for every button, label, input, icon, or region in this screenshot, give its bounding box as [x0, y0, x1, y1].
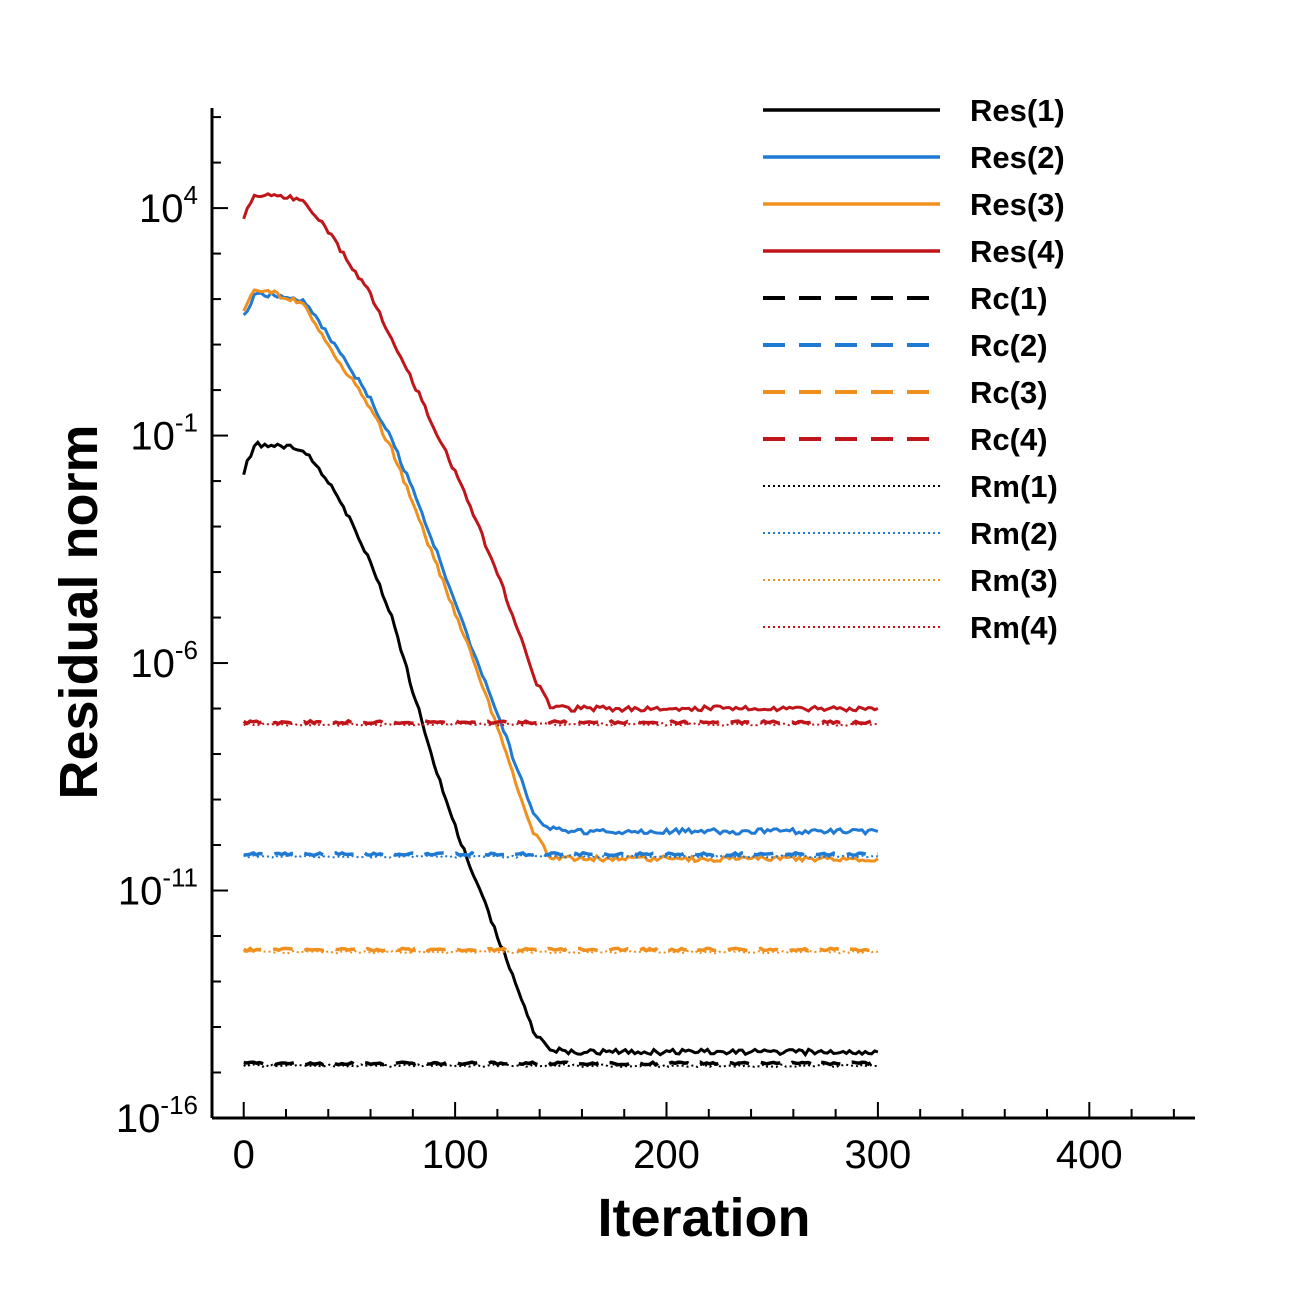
series-line-rm1 — [243, 1063, 878, 1069]
series-line-res3 — [242, 288, 879, 864]
series-line-rm3 — [243, 949, 878, 955]
series-line-rc1 — [243, 1060, 879, 1067]
x-tick-label: 0 — [233, 1133, 255, 1177]
series-layer — [242, 192, 879, 1069]
x-tick-label: 400 — [1056, 1133, 1123, 1177]
y-tick-label: 10-11 — [118, 863, 198, 914]
y-tick-exponent: -16 — [160, 1090, 198, 1120]
x-ticks: 0 100 200 300 400 — [233, 1102, 1175, 1177]
y-tick-base: 10 — [139, 187, 184, 231]
legend-label: Rm(2) — [970, 516, 1058, 551]
y-axis-title: Residual norm — [49, 424, 109, 799]
series-line-rc2 — [243, 850, 879, 858]
y-tick-exponent: -1 — [175, 408, 198, 438]
legend-label: Res(3) — [970, 187, 1065, 222]
legend-label: Rm(1) — [970, 469, 1058, 504]
legend-label: Rm(4) — [970, 610, 1058, 645]
x-tick-label: 300 — [845, 1133, 912, 1177]
legend-label: Res(1) — [970, 93, 1065, 128]
series-line-res1 — [242, 439, 879, 1058]
y-tick-exponent: 4 — [184, 180, 198, 210]
series-line-res2 — [242, 290, 879, 837]
y-tick-label: 10-1 — [130, 408, 198, 459]
legend-label: Rc(3) — [970, 375, 1048, 410]
legend-label: Rc(4) — [970, 422, 1048, 457]
series-line-res4 — [242, 192, 879, 714]
y-tick-label: 10-6 — [130, 635, 198, 686]
y-tick-base: 10 — [118, 870, 163, 914]
y-tick-exponent: -6 — [175, 635, 198, 665]
series-line-rm4 — [243, 721, 879, 728]
legend-label: Res(4) — [970, 234, 1065, 269]
x-tick-label: 200 — [633, 1133, 700, 1177]
y-tick-label: 10-16 — [116, 1090, 198, 1141]
y-tick-exponent: -11 — [162, 863, 198, 893]
x-axis-title: Iteration — [597, 1188, 810, 1248]
legend-label: Rc(1) — [970, 281, 1048, 316]
series-line-rc3 — [242, 946, 879, 954]
legend-label: Res(2) — [970, 140, 1065, 175]
x-tick-label: 100 — [422, 1133, 489, 1177]
y-tick-label: 104 — [139, 180, 198, 231]
legend-label: Rm(3) — [970, 563, 1058, 598]
legend-label: Rc(2) — [970, 328, 1048, 363]
series-line-rc4 — [242, 718, 879, 726]
y-tick-base: 10 — [130, 415, 175, 459]
y-tick-base: 10 — [130, 642, 175, 686]
legend: Res(1) Res(2) Res(3) Res(4) Rc(1) Rc(2) Rc(3) R… — [763, 93, 1065, 645]
series-line-rm2 — [243, 853, 878, 859]
y-tick-base: 10 — [116, 1097, 161, 1141]
